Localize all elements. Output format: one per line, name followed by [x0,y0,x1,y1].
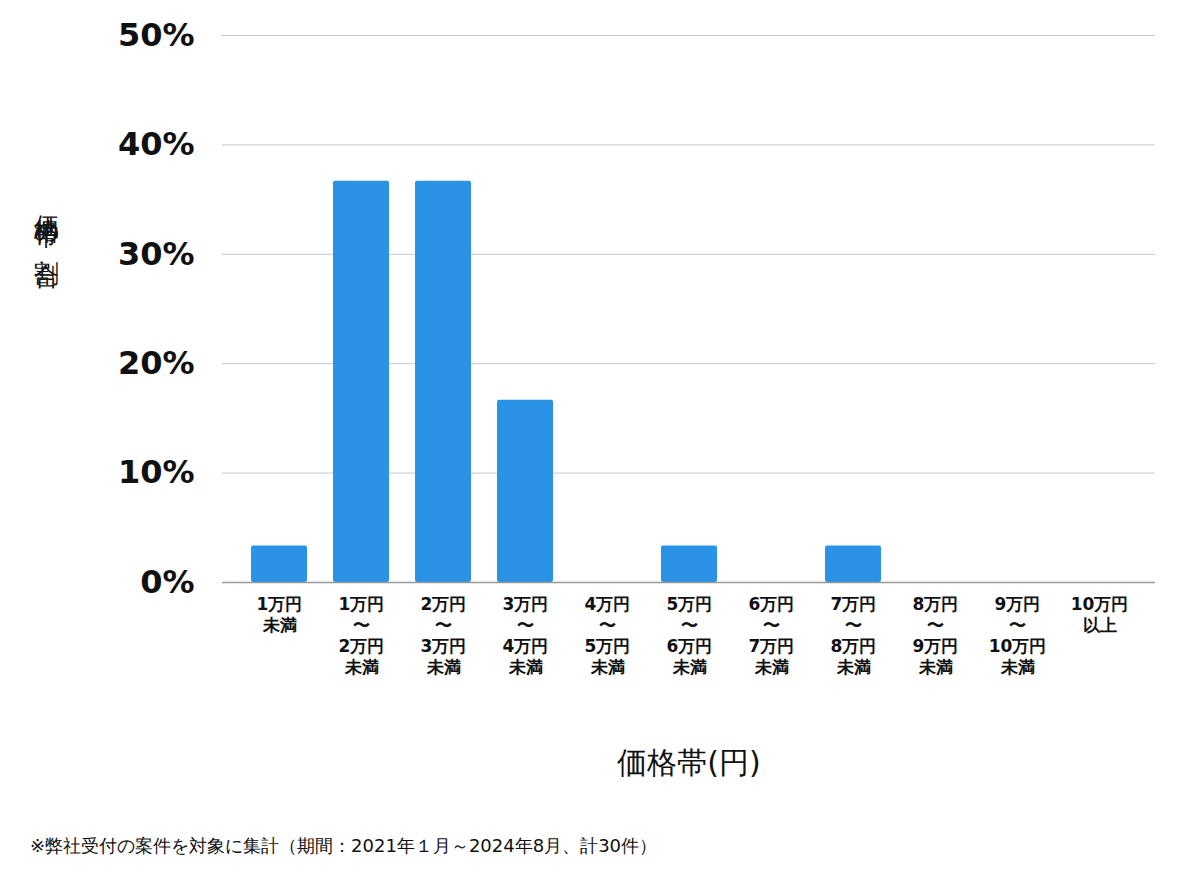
svg-text:40%: 40% [118,125,195,163]
svg-text:30%: 30% [118,235,195,273]
svg-text:9万円〜10万円未満: 9万円〜10万円未満 [989,594,1047,678]
svg-text:4万円〜5万円未満: 4万円〜5万円未満 [585,594,631,678]
svg-text:1万円未満: 1万円未満 [257,594,303,635]
svg-text:1万円〜2万円未満: 1万円〜2万円未満 [339,594,385,678]
html-text:価格帯の割合: 価格帯の割合 [32,195,61,248]
html-text:※弊社受付の案件を対象に集計（期間：2021年１月～2024: ※弊社受付の案件を対象に集計（期間：2021年１月～2024年8月、計30件） [30,835,658,856]
svg-text:2万円〜3万円未満: 2万円〜3万円未満 [421,594,467,678]
svg-text:10%: 10% [118,453,195,491]
svg-text:8万円〜9万円未満: 8万円〜9万円未満 [913,594,959,678]
svg-text:10万円以上: 10万円以上 [1071,594,1129,635]
svg-text:7万円〜8万円未満: 7万円〜8万円未満 [831,594,877,678]
svg-text:価格帯(円): 価格帯(円) [617,745,760,780]
svg-text:5万円〜6万円未満: 5万円〜6万円未満 [667,594,713,678]
svg-text:20%: 20% [118,344,195,382]
svg-text:3万円〜4万円未満: 3万円〜4万円未満 [503,594,549,678]
svg-text:50%: 50% [118,16,195,54]
svg-text:0%: 0% [140,563,194,601]
svg-text:6万円〜7万円未満: 6万円〜7万円未満 [749,594,795,678]
